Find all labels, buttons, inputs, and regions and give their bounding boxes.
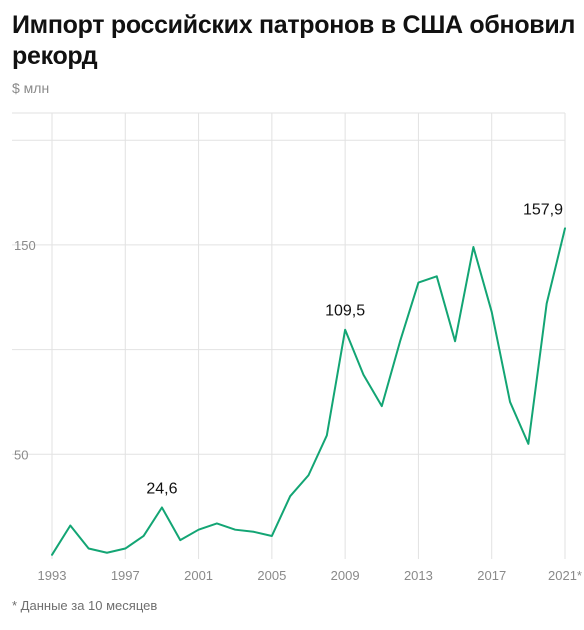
chart-title: Импорт российских патронов в США обновил… [12, 11, 576, 70]
x-tick-label-2009: 2009 [331, 568, 360, 583]
data-label-2009: 109,5 [325, 303, 365, 320]
x-tick-label-2017: 2017 [477, 568, 506, 583]
series-line-0 [51, 227, 566, 556]
y-tick-label-50: 50 [14, 447, 28, 462]
x-tick-label-2001: 2001 [184, 568, 213, 583]
y-unit-label: $ млн [12, 80, 50, 96]
x-tick-label-2021: 2021* [548, 568, 582, 583]
y-tick-label-150: 150 [14, 238, 36, 253]
data-label-1999: 24,6 [146, 480, 177, 497]
data-label-2021: 157,9 [523, 201, 563, 218]
footnote: * Данные за 10 месяцев [12, 598, 158, 613]
x-tick-label-2013: 2013 [404, 568, 433, 583]
x-tick-label-1997: 1997 [111, 568, 140, 583]
x-tick-label-2005: 2005 [257, 568, 286, 583]
x-tick-label-1993: 1993 [38, 568, 67, 583]
